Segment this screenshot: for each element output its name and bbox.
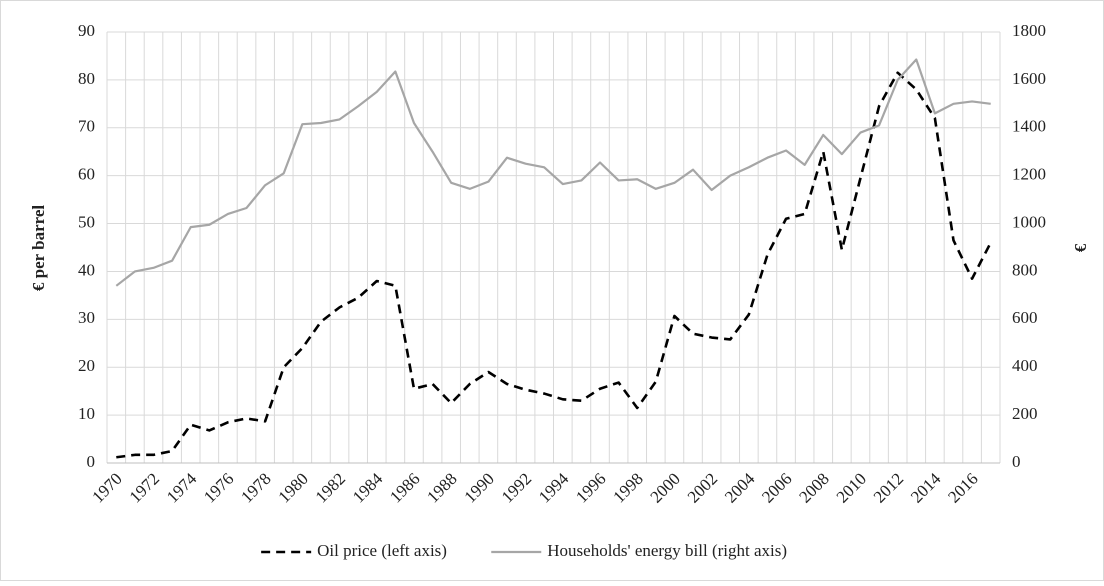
line-series [116, 71, 992, 459]
y-tick-label: 30 [78, 308, 95, 327]
y2-tick-label: 800 [1012, 260, 1038, 279]
y-tick-label: 90 [78, 21, 95, 40]
legend-label: Households' energy bill (right axis) [547, 541, 787, 560]
y2-tick-label: 600 [1012, 308, 1038, 327]
y-tick-label: 80 [78, 69, 95, 88]
y-tick-label: 40 [78, 260, 95, 279]
y2-tick-label: 0 [1012, 452, 1021, 471]
y-tick-label: 50 [78, 212, 95, 231]
y-axis-label: € per barrel [29, 205, 48, 292]
y2-tick-label: 1000 [1012, 212, 1046, 231]
legend-label: Oil price (left axis) [317, 541, 447, 560]
y-tick-label: 10 [78, 404, 95, 423]
y2-tick-label: 1200 [1012, 165, 1046, 184]
y2-tick-label: 400 [1012, 356, 1038, 375]
y2-tick-label: 200 [1012, 404, 1038, 423]
y2-tick-label: 1600 [1012, 69, 1046, 88]
line-series [115, 58, 991, 287]
y-tick-label: 70 [78, 117, 95, 136]
y2-axis-label: € [1071, 243, 1090, 252]
y-tick-label: 60 [78, 165, 95, 184]
y-tick-label: 0 [87, 452, 96, 471]
y2-tick-label: 1400 [1012, 117, 1046, 136]
y2-tick-label: 1800 [1012, 21, 1046, 40]
y-tick-label: 20 [78, 356, 95, 375]
